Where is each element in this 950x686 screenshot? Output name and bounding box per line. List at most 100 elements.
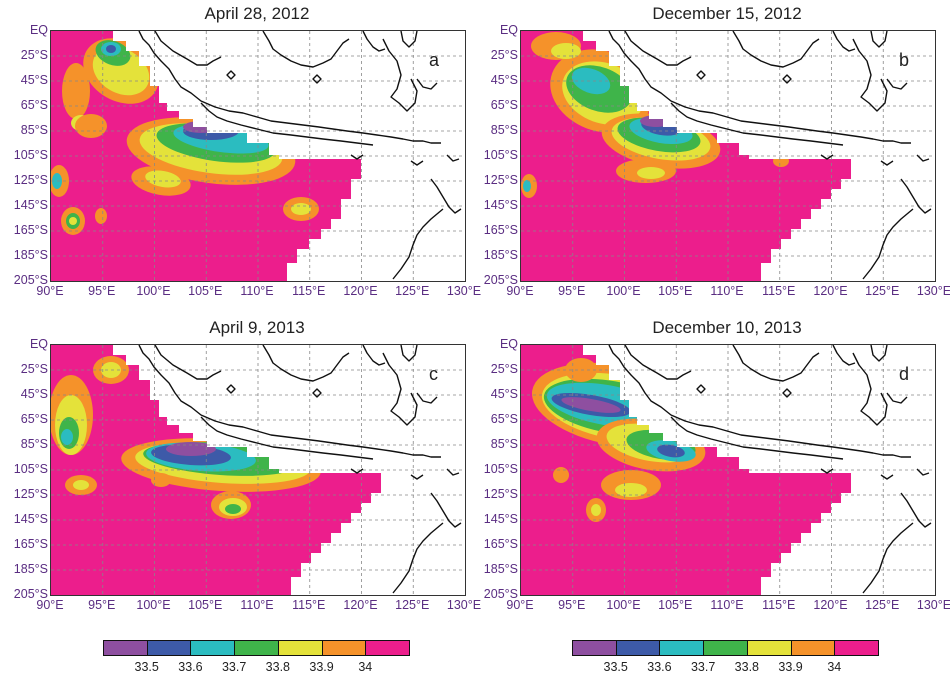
coastline bbox=[226, 70, 236, 80]
coastline bbox=[820, 154, 834, 160]
salinity-contour bbox=[637, 167, 665, 179]
coastline bbox=[832, 345, 856, 366]
coastline bbox=[670, 102, 844, 146]
y-tick-label: 145°S bbox=[483, 512, 518, 526]
x-tick-label: 125°E bbox=[395, 284, 430, 298]
y-tick-label: 25°S bbox=[490, 362, 518, 376]
panel-title: April 28, 2012 bbox=[204, 4, 310, 23]
y-tick-label: 145°S bbox=[13, 198, 48, 212]
colorbar-tick-label: 33.6 bbox=[647, 660, 672, 674]
coastline bbox=[862, 208, 914, 280]
coastline bbox=[154, 345, 222, 380]
map-plot bbox=[50, 30, 466, 282]
coastline bbox=[362, 345, 386, 366]
colorbar-swatch bbox=[703, 640, 748, 656]
x-tick-label: 110°E bbox=[710, 598, 744, 612]
panel-title: December 10, 2013 bbox=[652, 318, 802, 337]
coastline bbox=[916, 468, 930, 476]
salinity-contour bbox=[75, 114, 107, 138]
coastline bbox=[312, 388, 322, 398]
x-tick-label: 125°E bbox=[395, 598, 430, 612]
y-tick-label: 25°S bbox=[490, 48, 518, 62]
x-tick-label: 115°E bbox=[762, 284, 796, 298]
colorbar-tick-label: 33.9 bbox=[778, 660, 803, 674]
coastline bbox=[350, 154, 364, 160]
coastline bbox=[200, 416, 374, 460]
coastline bbox=[900, 178, 932, 214]
salinity-map bbox=[51, 31, 465, 281]
x-tick-label: 120°E bbox=[343, 284, 378, 298]
coastline bbox=[916, 154, 930, 162]
y-tick-label: 165°S bbox=[13, 223, 48, 237]
salinity-contour bbox=[523, 180, 531, 192]
x-tick-label: 90°E bbox=[506, 598, 534, 612]
coastline bbox=[608, 345, 911, 458]
x-tick-label: 90°E bbox=[506, 284, 534, 298]
coastline bbox=[880, 474, 894, 480]
y-tick-label: 45°S bbox=[20, 387, 48, 401]
x-tick-label: 100°E bbox=[136, 284, 171, 298]
salinity-contour bbox=[553, 467, 569, 483]
y-tick-label: 105°S bbox=[483, 462, 518, 476]
x-tick-label: 105°E bbox=[188, 284, 223, 298]
x-tick-label: 120°E bbox=[813, 598, 848, 612]
coastline bbox=[138, 345, 441, 458]
y-tick-label: 105°S bbox=[13, 462, 48, 476]
salinity-contour bbox=[95, 208, 107, 224]
salinity-contour bbox=[106, 45, 116, 53]
coastline bbox=[624, 345, 692, 380]
y-tick-label: 105°S bbox=[13, 148, 48, 162]
x-tick-label: 95°E bbox=[558, 598, 586, 612]
coastline bbox=[400, 31, 418, 48]
y-tick-label: 65°S bbox=[490, 412, 518, 426]
x-tick-label: 110°E bbox=[240, 598, 274, 612]
x-tick-label: 115°E bbox=[292, 284, 326, 298]
salinity-map bbox=[51, 345, 465, 595]
colorbar-tick-label: 33.7 bbox=[221, 660, 247, 674]
coastline bbox=[446, 468, 460, 476]
coastline bbox=[430, 178, 462, 214]
x-tick-label: 125°E bbox=[865, 284, 900, 298]
coastline bbox=[782, 388, 792, 398]
panel-title: April 9, 2013 bbox=[209, 318, 305, 337]
y-tick-label: 85°S bbox=[490, 123, 518, 137]
y-tick-label: EQ bbox=[499, 337, 518, 351]
salinity-contour bbox=[571, 67, 611, 95]
colorbar-tick-label: 33.8 bbox=[734, 660, 760, 674]
coastline bbox=[430, 492, 462, 528]
salinity-contour bbox=[225, 504, 241, 514]
salinity-contour bbox=[615, 483, 647, 497]
coastline bbox=[732, 345, 820, 382]
y-tick-label: EQ bbox=[499, 23, 518, 37]
coastline bbox=[862, 522, 914, 594]
coastline bbox=[696, 70, 706, 80]
colorbar-swatch bbox=[321, 640, 367, 656]
coastline bbox=[312, 74, 322, 84]
x-tick-label: 115°E bbox=[292, 598, 326, 612]
x-tick-label: 110°E bbox=[240, 284, 274, 298]
x-tick-label: 100°E bbox=[136, 598, 171, 612]
y-tick-label: 185°S bbox=[13, 248, 48, 262]
coastline bbox=[416, 392, 438, 404]
coastline bbox=[886, 78, 908, 90]
coastline bbox=[732, 31, 820, 68]
coastline bbox=[226, 384, 236, 394]
colorbar-swatch bbox=[659, 640, 705, 656]
salinity-contour bbox=[591, 504, 601, 516]
coastline bbox=[608, 31, 911, 144]
x-tick-label: 90°E bbox=[36, 598, 64, 612]
coastline bbox=[852, 38, 888, 112]
coastline bbox=[870, 31, 888, 48]
y-tick-label: 125°S bbox=[483, 487, 518, 501]
y-tick-label: 205°S bbox=[13, 587, 48, 601]
panel-letter: d bbox=[899, 364, 910, 384]
y-tick-label: 85°S bbox=[20, 437, 48, 451]
coastline bbox=[782, 74, 792, 84]
coastline bbox=[392, 208, 444, 280]
colorbar-swatch bbox=[572, 640, 617, 656]
colorbar-tick-label: 33.5 bbox=[603, 660, 628, 674]
salinity-map bbox=[521, 345, 935, 595]
colorbar-tick-label: 33.5 bbox=[134, 660, 159, 674]
salinity-contour bbox=[551, 43, 581, 59]
coastline bbox=[820, 468, 834, 474]
